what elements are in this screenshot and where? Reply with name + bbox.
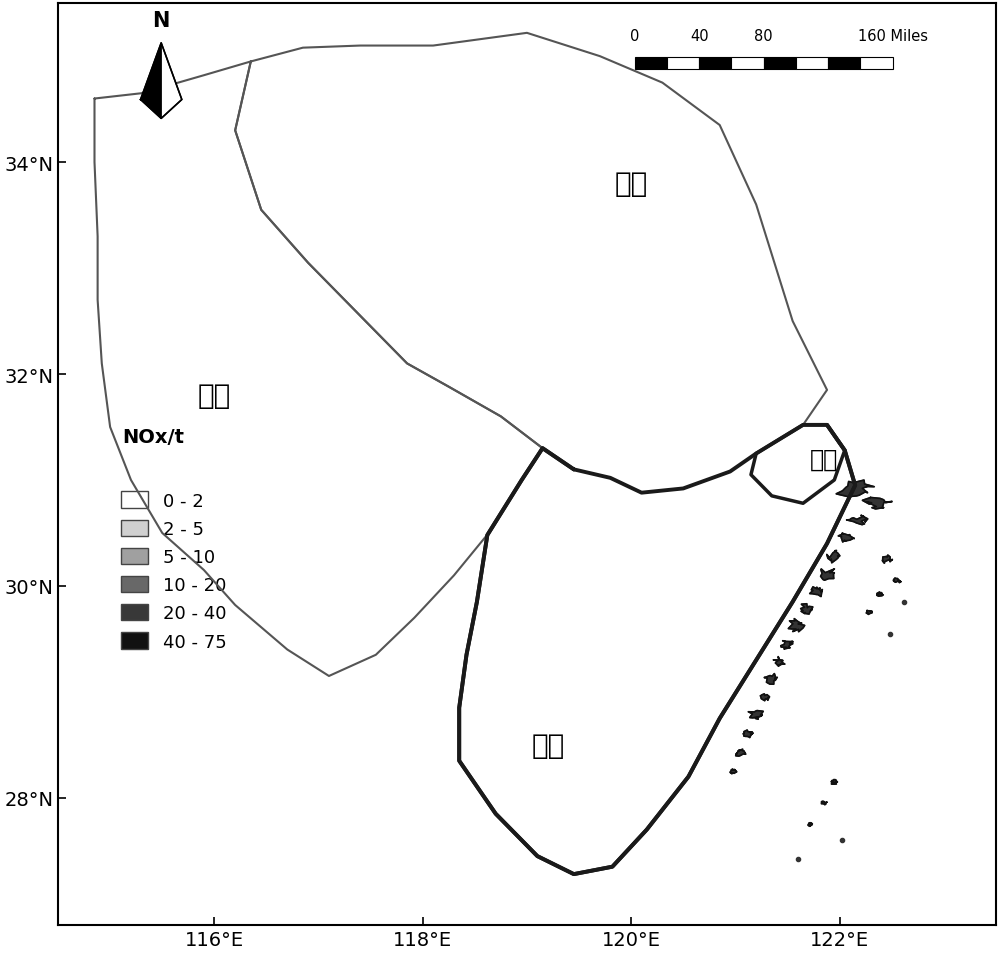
Polygon shape — [764, 674, 777, 684]
Polygon shape — [748, 711, 763, 720]
Bar — [699, 58, 731, 70]
Text: 江苏: 江苏 — [615, 171, 648, 198]
Polygon shape — [743, 730, 753, 738]
Polygon shape — [836, 480, 874, 497]
Bar — [731, 58, 764, 70]
Text: N: N — [152, 11, 170, 31]
Polygon shape — [760, 694, 770, 701]
Text: 上海: 上海 — [810, 447, 838, 472]
Polygon shape — [801, 604, 813, 615]
Bar — [860, 58, 893, 70]
Polygon shape — [810, 587, 822, 597]
Text: 160 Miles: 160 Miles — [858, 29, 928, 44]
Legend: 0 - 2, 2 - 5, 5 - 10, 10 - 20, 20 - 40, 40 - 75: 0 - 2, 2 - 5, 5 - 10, 10 - 20, 20 - 40, … — [114, 485, 234, 659]
Bar — [828, 58, 860, 70]
Polygon shape — [808, 822, 812, 826]
Polygon shape — [866, 611, 872, 615]
Polygon shape — [781, 641, 793, 649]
Polygon shape — [882, 556, 892, 563]
Polygon shape — [838, 534, 854, 542]
Polygon shape — [827, 551, 840, 563]
Polygon shape — [847, 516, 868, 525]
Polygon shape — [773, 657, 785, 666]
Polygon shape — [862, 497, 892, 509]
Polygon shape — [736, 749, 746, 757]
Bar — [667, 58, 699, 70]
Text: 安徽: 安徽 — [198, 382, 231, 410]
Polygon shape — [893, 578, 901, 583]
Bar — [796, 58, 828, 70]
Polygon shape — [831, 780, 837, 784]
Text: 80: 80 — [754, 29, 773, 44]
Polygon shape — [821, 569, 834, 580]
Polygon shape — [821, 801, 827, 804]
Text: 浙江: 浙江 — [531, 731, 564, 759]
Bar — [764, 58, 796, 70]
Text: 40: 40 — [690, 29, 709, 44]
Text: NOx/t: NOx/t — [122, 427, 184, 446]
Polygon shape — [161, 44, 182, 119]
Text: 0: 0 — [630, 29, 639, 44]
Bar — [635, 58, 667, 70]
Polygon shape — [730, 770, 737, 774]
Polygon shape — [141, 44, 161, 119]
Polygon shape — [788, 618, 805, 632]
Polygon shape — [877, 593, 883, 597]
